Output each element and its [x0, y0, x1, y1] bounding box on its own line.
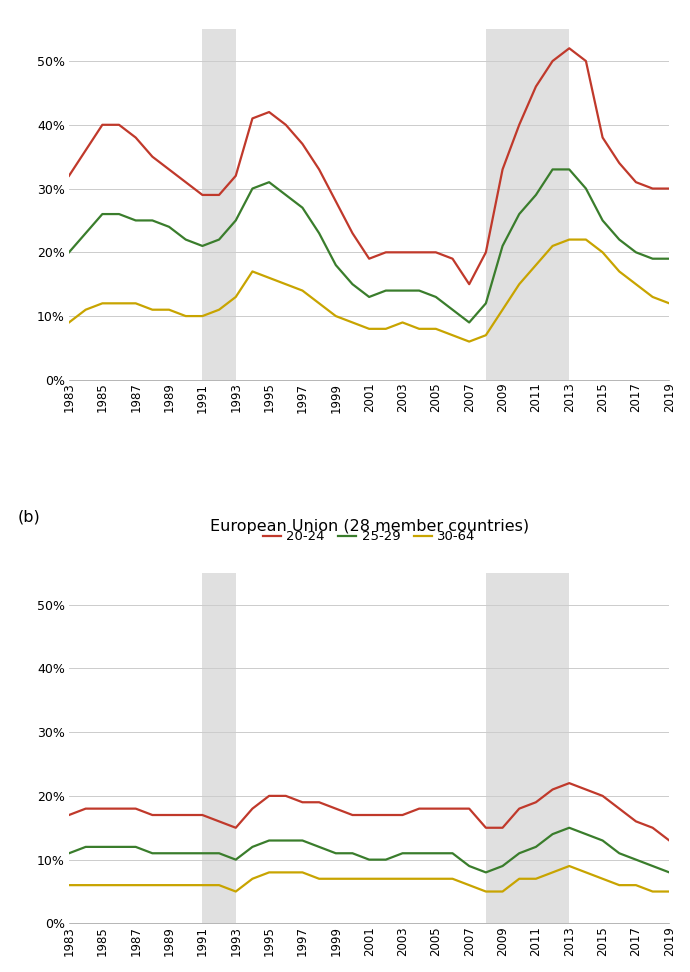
Legend: 20-24, 25-29, 30-64: 20-24, 25-29, 30-64: [257, 525, 481, 548]
Bar: [202, 29, 236, 380]
Legend: 20-24, 25-29, 30-64: 20-24, 25-29, 30-64: [257, 0, 481, 5]
Text: (b): (b): [18, 509, 41, 525]
Bar: [202, 573, 236, 923]
Bar: [486, 29, 569, 380]
Bar: [486, 573, 569, 923]
Title: European Union (28 member countries): European Union (28 member countries): [210, 519, 529, 534]
